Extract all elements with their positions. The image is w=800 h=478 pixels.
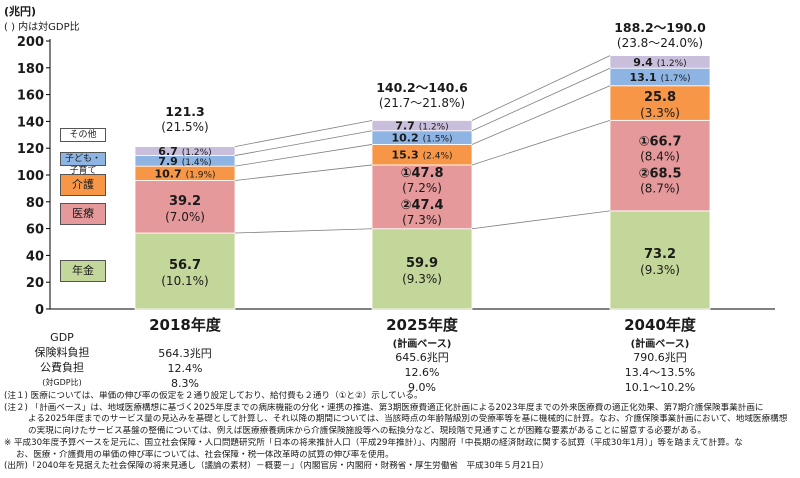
metric-labels: GDP 保険料負担 公費負担 (対GDP比) [34, 331, 90, 387]
note-2: (注２) 「計画ベース」は、地域医療構想に基づく2025年度までの病床機能の分化… [4, 402, 764, 413]
value-label: 6.7 (1.2%) [158, 145, 211, 158]
metrics-2018: 564.3兆円 12.4% 8.3% [158, 347, 212, 390]
ratio-note: ( ) 内は対GDP比 [4, 22, 80, 33]
footnotes: (注１) 医療については、単価の伸び率の仮定を２通り設定しており、給付費も２通り… [4, 391, 796, 473]
bar-other-2 [609, 55, 711, 69]
y-tick-label: 180 [17, 62, 44, 77]
y-tick-label: 0 [35, 303, 44, 318]
category-label-2018: 2018年度 [149, 316, 221, 334]
stacked-bar-chart: 0 20 40 60 80 100 120 140 160 180 200 56.7(10.1%) 39… [17, 35, 775, 318]
value-sublabel: (3.3%) [640, 106, 680, 120]
y-tick-label: 40 [26, 249, 44, 264]
value-label: 59.9 [406, 256, 438, 271]
legend-pension: 年金 [60, 260, 106, 282]
total-2040: 188.2～190.0 (23.8～24.0%) [614, 20, 706, 50]
value-sublabel: (8.4%) [640, 150, 680, 164]
y-tick-label: 200 [17, 35, 44, 50]
category-label-2040: 2040年度 (計画ベース) [624, 316, 696, 350]
legend-other: その他 [60, 128, 106, 142]
value-label: 15.3 (2.4%) [391, 149, 452, 162]
y-tick-label: 100 [17, 169, 44, 184]
value-label: 39.2 [169, 194, 201, 209]
bar-pension-1 [371, 228, 473, 310]
value-label: 9.4 (1.2%) [633, 56, 686, 69]
note-3-cont: お、医療・介護費用の単価の伸び率については、社会保障・税一体改革時の試算の伸び率… [16, 449, 394, 460]
metrics-2040: 790.6兆円 13.4～13.5% 10.1～10.2% [624, 351, 696, 394]
bar-care-2 [609, 85, 711, 121]
connector-line [471, 210, 611, 230]
value-label: 10.2 (1.5%) [391, 132, 452, 145]
connector-line [471, 119, 611, 166]
bar-pension-2 [609, 210, 711, 310]
connector-line [471, 55, 611, 121]
note-source: (出所)「2040年を見据えた社会保障の将来見通し（議論の素材）－概要－」（内閣… [4, 461, 549, 472]
connector-line [234, 130, 373, 156]
value-label: ①66.7 [638, 135, 681, 150]
value-label: 56.7 [169, 258, 201, 273]
y-tick-label: 120 [17, 142, 44, 157]
value-sublabel: (7.0%) [165, 210, 205, 224]
value-label: 73.2 [644, 247, 676, 262]
y-tick-label: 60 [26, 223, 44, 238]
total-2025: 140.2～140.6 (21.7～21.8%) [376, 80, 468, 110]
bar-other-0 [134, 146, 236, 156]
value-sublabel: (7.3%) [402, 213, 442, 227]
legend-care: 介護 [60, 174, 106, 196]
connector-line [234, 144, 373, 167]
bar-medical-1 [371, 164, 473, 230]
total-2018: 121.3 (21.5%) [161, 104, 209, 134]
value-label: ②68.5 [638, 167, 681, 182]
y-tick-label: 160 [17, 89, 44, 104]
y-tick-label: 80 [26, 196, 44, 211]
note-1: (注１) 医療については、単価の伸び率の仮定を２通り設定しており、給付費も２通り… [4, 391, 423, 401]
bar-other-1 [371, 120, 473, 132]
bar-medical-0 [134, 180, 236, 234]
value-label: ①47.8 [400, 166, 443, 181]
connector-line [234, 228, 373, 234]
connector-line [471, 67, 611, 132]
value-label: 10.7 (1.9%) [154, 167, 215, 180]
note-2-cont-2: の実現に向けたサービス基盤の整備については、例えば医療療養病床から介護保険施設等… [28, 426, 707, 437]
value-sublabel: (8.7%) [640, 182, 680, 196]
value-sublabel: (9.3%) [402, 272, 442, 286]
value-sublabel: (7.2%) [402, 181, 442, 195]
metrics-2025: 645.6兆円 12.6% 9.0% [395, 351, 449, 394]
connector-line [234, 164, 373, 181]
value-label: 7.9 (1.4%) [158, 155, 211, 168]
value-label: ②47.4 [400, 198, 443, 213]
note-2-cont-1: よる2025年度までのサービス量の見込みを基礎として計算し、それ以降の期間につい… [28, 414, 788, 425]
bar-medical-2 [609, 119, 711, 212]
note-3: ※ 平成30年度予算ベースを足元に、国立社会保障・人口問題研究所「日本の将来推計… [4, 437, 743, 448]
y-tick-label: 140 [17, 115, 44, 130]
connector-line [471, 85, 611, 145]
value-label: 13.1 (1.7%) [629, 71, 690, 84]
connector-line [234, 120, 373, 147]
value-label: 25.8 [644, 90, 676, 105]
category-label-2025: 2025年度 (計画ベース) [386, 316, 458, 350]
legend-medical: 医療 [60, 203, 106, 225]
value-sublabel: (9.3%) [640, 263, 680, 277]
unit-label: (兆円) [4, 5, 37, 18]
y-tick-label: 20 [26, 276, 44, 291]
bar-pension-0 [134, 232, 236, 310]
value-sublabel: (10.1%) [161, 274, 208, 288]
value-label: 7.7 (1.2%) [395, 120, 448, 133]
legend-child: 子ども・子育て [60, 152, 106, 176]
